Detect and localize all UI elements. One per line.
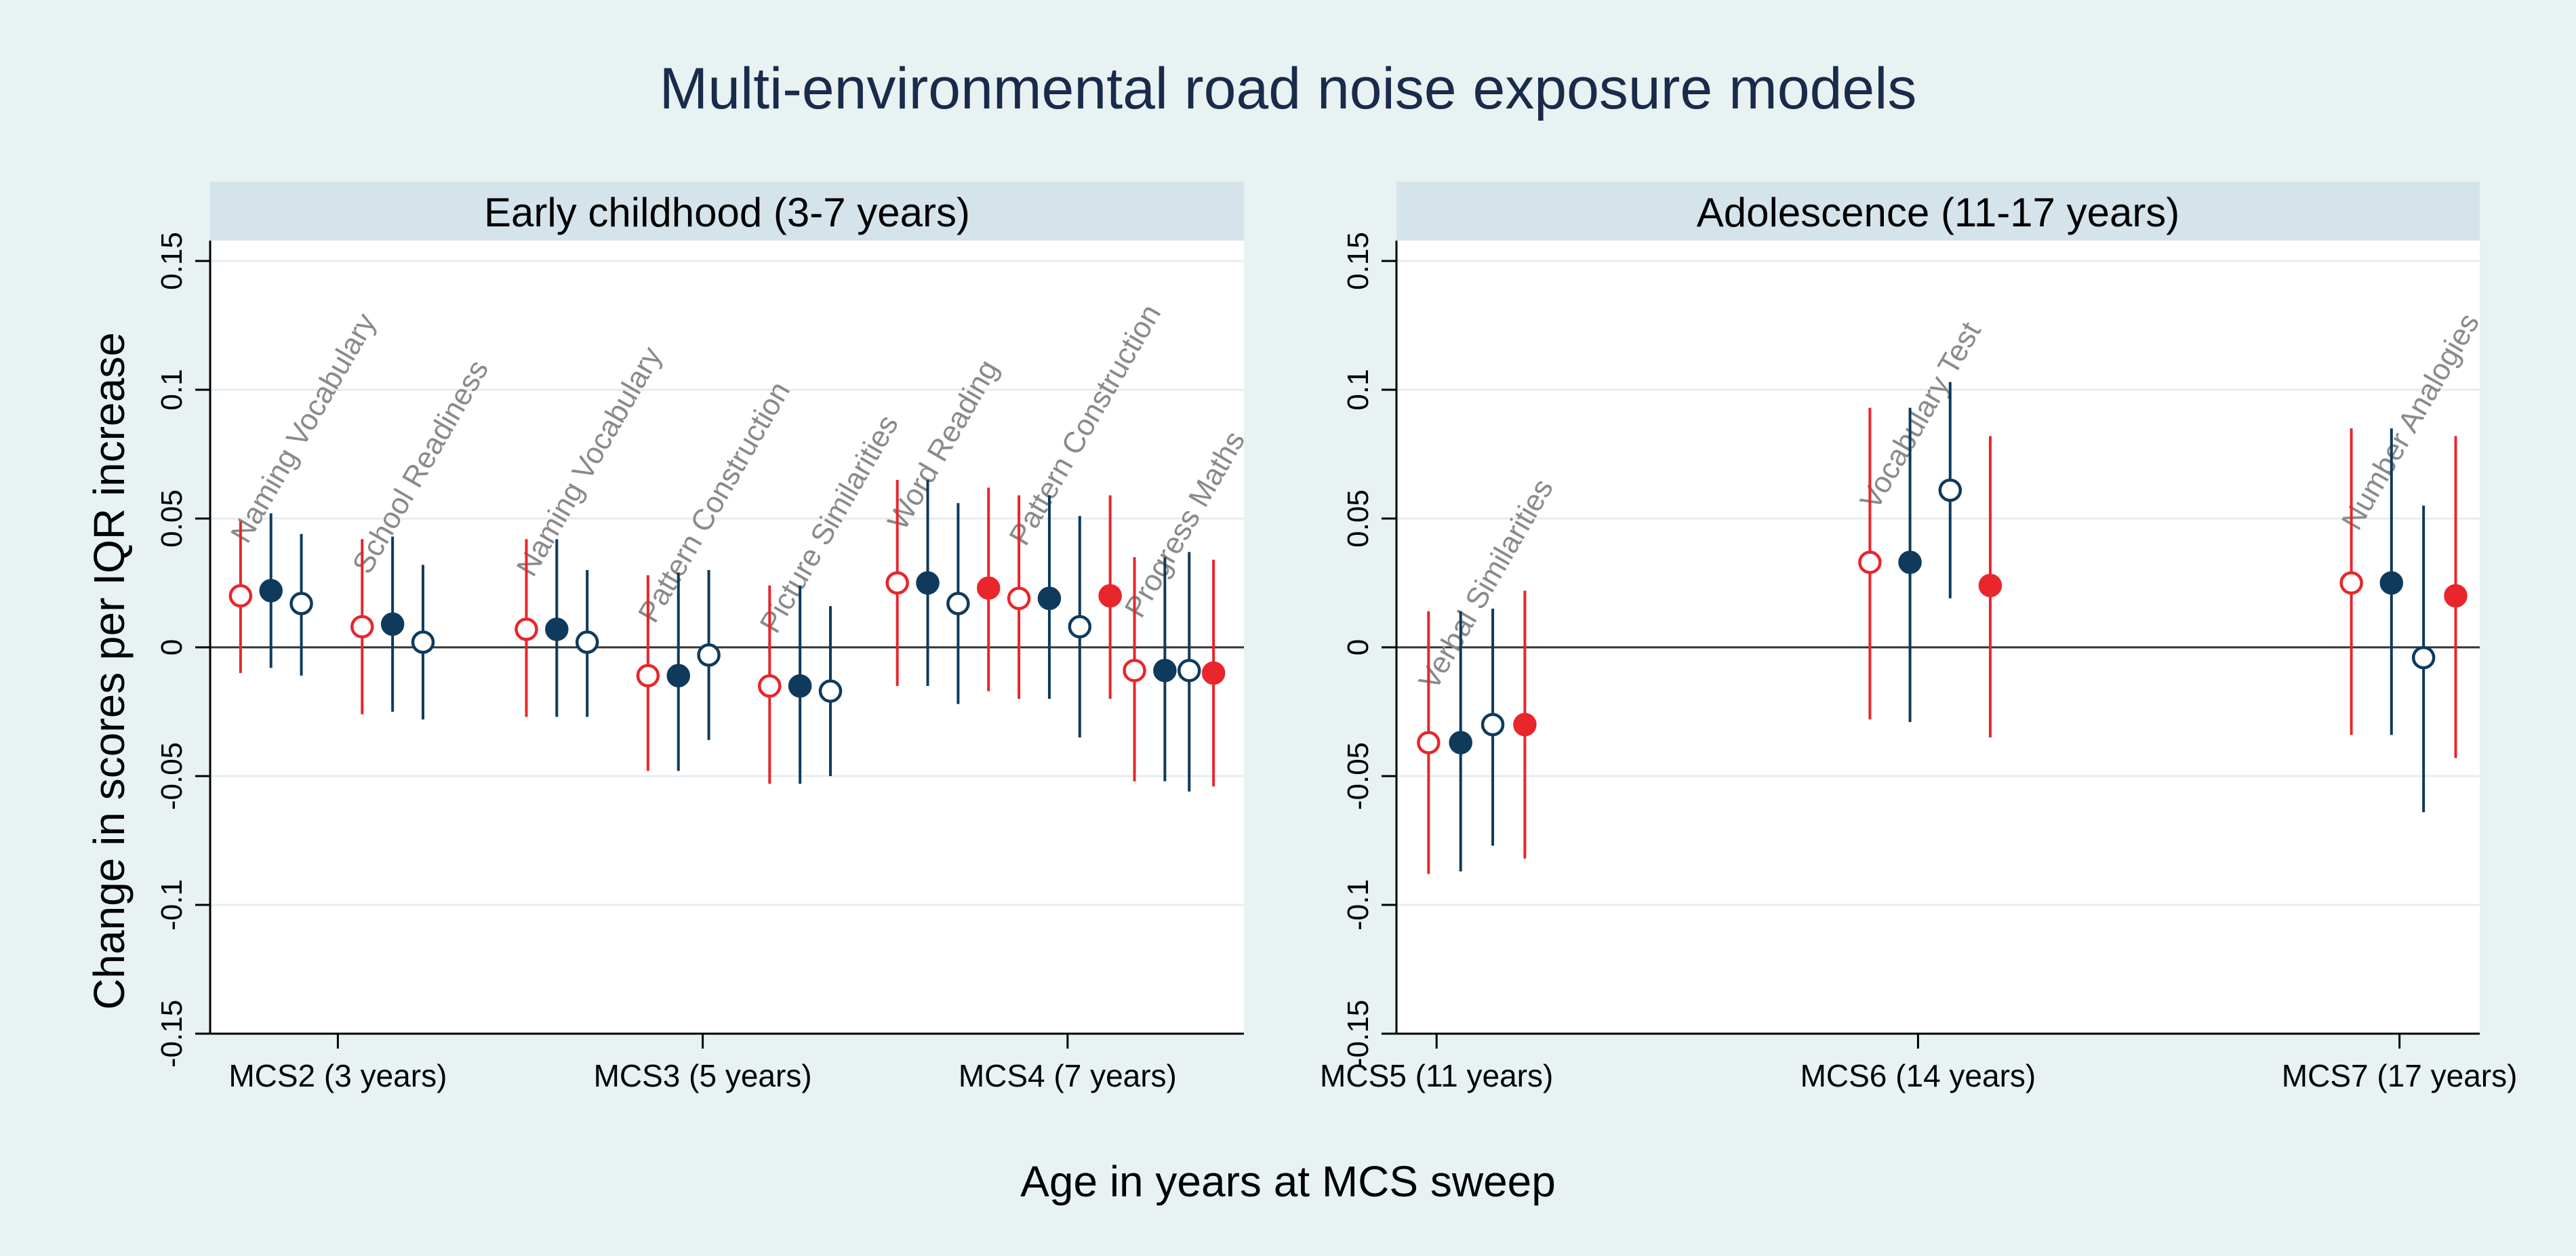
y-axis-title: Change in scores per IQR increase (85, 332, 134, 1010)
y-tick-label: 0 (155, 639, 188, 655)
data-point (2339, 571, 2363, 595)
panel-2: Adolescence (11-17 years) -0.15 -0.1 -0.05 0… (1320, 182, 2517, 1093)
panel-1: Early childhood (3-7 years) -0.15 -0.1 -0.0… (155, 182, 1251, 1093)
y-tick-label: -0.1 (1342, 879, 1375, 931)
data-point (1481, 712, 1505, 737)
data-point (289, 592, 313, 615)
plot-area (1396, 241, 2480, 1034)
y-tick-label: 0.1 (155, 369, 188, 410)
data-point (259, 579, 283, 603)
data-point (1858, 550, 1882, 574)
x-tick-label: MCS2 (3 years) (228, 1058, 447, 1093)
data-point (916, 571, 940, 595)
y-tick-label: 0.05 (1342, 489, 1375, 548)
data-point (545, 617, 569, 641)
y-tick-label: 0.15 (1342, 232, 1375, 290)
y-tick-label: -0.15 (155, 1000, 188, 1068)
panel-header (210, 182, 1244, 241)
data-point (1417, 731, 1441, 754)
x-tick-label: MCS4 (7 years) (959, 1058, 1177, 1093)
y-tick-label: -0.05 (1342, 742, 1375, 810)
data-point (758, 674, 782, 698)
data-point (1068, 615, 1092, 639)
x-tick-label: MCS7 (17 years) (2282, 1058, 2518, 1093)
data-point (818, 679, 843, 703)
data-point (380, 612, 405, 636)
data-point (1938, 478, 1963, 502)
data-point (885, 571, 909, 595)
y-tick-label: -0.15 (1342, 1000, 1375, 1068)
data-point (1898, 550, 1922, 574)
data-point (1978, 573, 2003, 598)
data-point (1178, 658, 1201, 683)
data-point (1449, 731, 1472, 754)
y-tick-label: 0.1 (1342, 369, 1375, 410)
panel-header (1396, 182, 2480, 241)
data-point (697, 643, 721, 667)
data-point (2379, 571, 2404, 595)
data-point (515, 617, 538, 641)
plot-area (210, 241, 1244, 1034)
x-tick-label: MCS3 (5 years) (594, 1058, 812, 1093)
chart-panels: Early childhood (3-7 years) -0.15 -0.1 -0.0… (155, 182, 2517, 1093)
data-point (1123, 658, 1146, 683)
panel-title: Early childhood (3-7 years) (484, 190, 970, 235)
y-tick-label: -0.05 (155, 742, 188, 810)
x-tick-label: MCS6 (14 years) (1800, 1058, 2036, 1093)
data-point (788, 674, 812, 698)
y-tick-label: 0 (1342, 639, 1375, 655)
panel-title: Adolescence (11-17 years) (1697, 190, 2180, 235)
x-tick-label: MCS5 (11 years) (1320, 1058, 1553, 1093)
data-point (1098, 584, 1122, 608)
x-axis-title: Age in years at MCS sweep (1020, 1157, 1556, 1206)
data-point (1037, 586, 1062, 611)
data-point (2411, 645, 2436, 670)
data-point (2444, 584, 2468, 608)
data-point (1007, 586, 1031, 611)
data-point (1201, 661, 1226, 685)
chart-title: Multi-environmental road noise exposure … (660, 56, 1917, 121)
data-point (1513, 712, 1537, 737)
data-point (976, 576, 1001, 600)
y-tick-label: 0.05 (155, 489, 188, 548)
y-tick-label: -0.1 (155, 879, 188, 931)
y-tick-label: 0.15 (155, 232, 188, 290)
data-point (411, 630, 435, 654)
data-point (636, 664, 660, 688)
data-point (666, 664, 690, 688)
data-point (350, 615, 374, 639)
data-point (1153, 658, 1177, 683)
data-point (946, 592, 970, 615)
data-point (228, 584, 253, 608)
data-point (575, 630, 599, 654)
